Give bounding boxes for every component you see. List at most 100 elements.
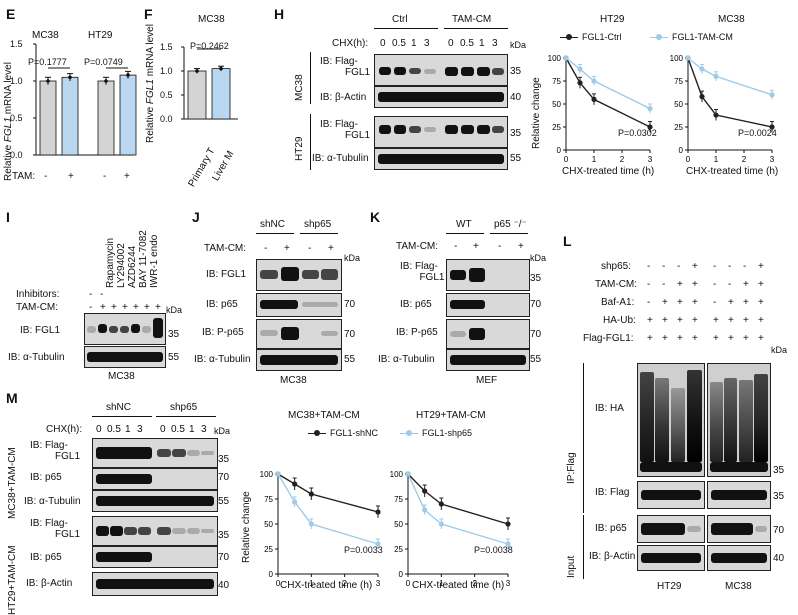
m-group-2: shp65 bbox=[170, 402, 198, 413]
j-sign-2: + bbox=[284, 243, 290, 254]
l-sign: + bbox=[713, 333, 719, 344]
band bbox=[640, 372, 654, 462]
m-tp-5: 0.5 bbox=[171, 424, 185, 435]
l-sign: + bbox=[692, 333, 698, 344]
band bbox=[424, 69, 436, 74]
h-tp-2: 1 bbox=[411, 38, 417, 49]
m-label-4: IB: Flag- FGL1 bbox=[30, 518, 81, 540]
series-line bbox=[407, 473, 509, 525]
i-blot-label-2: IB: α-Tubulin bbox=[8, 352, 65, 363]
band bbox=[755, 526, 767, 532]
x-tick-label: 3 bbox=[648, 155, 653, 164]
band bbox=[260, 270, 278, 279]
m-mw-2: 70 bbox=[218, 472, 230, 483]
e-sign-1: - bbox=[44, 171, 48, 182]
m-mw-5: 70 bbox=[218, 552, 230, 563]
m-blot-flag-mc38 bbox=[92, 438, 218, 468]
l-sign: + bbox=[758, 297, 764, 308]
i-cell: MC38 bbox=[108, 371, 135, 382]
band bbox=[687, 370, 702, 462]
j-label-4: IB: α-Tubulin bbox=[194, 354, 251, 365]
m-pvalue-1: P=0.0033 bbox=[344, 545, 383, 555]
e-sign-4: + bbox=[124, 171, 130, 182]
k-label-4: IB: α-Tubulin bbox=[378, 354, 435, 365]
panel-letter-k: K bbox=[370, 209, 381, 225]
data-point bbox=[769, 124, 775, 130]
band bbox=[96, 474, 152, 484]
band bbox=[96, 526, 109, 536]
l-sign: + bbox=[728, 333, 734, 344]
l-sign: + bbox=[677, 315, 683, 326]
x-tick-label: 2 bbox=[742, 155, 747, 164]
data-point bbox=[308, 491, 314, 497]
series-line bbox=[565, 57, 651, 128]
l-sign: + bbox=[713, 315, 719, 326]
m-tp-4: 0 bbox=[160, 424, 166, 435]
band bbox=[461, 125, 474, 134]
data-point bbox=[422, 488, 428, 494]
band bbox=[445, 67, 458, 76]
l-cell-mc38: MC38 bbox=[725, 581, 752, 592]
m-blot-actin-ht29 bbox=[92, 572, 218, 596]
l-sign: + bbox=[743, 297, 749, 308]
band bbox=[711, 523, 753, 535]
band bbox=[641, 490, 701, 500]
j-blot-p65 bbox=[256, 293, 342, 317]
k-sign-3: - bbox=[498, 241, 502, 252]
h-blot-actin bbox=[374, 86, 508, 108]
l-mw-ha: 35 bbox=[773, 465, 785, 476]
l-sign: - bbox=[647, 297, 651, 308]
k-mw-4: 55 bbox=[530, 354, 542, 365]
i-blot-label-1: IB: FGL1 bbox=[20, 325, 61, 336]
k-label-1: IB: Flag- FGL1 bbox=[400, 261, 445, 283]
l-sign: + bbox=[662, 297, 668, 308]
l-blot-ha-ht29 bbox=[637, 363, 705, 477]
k-sign-1: - bbox=[454, 241, 458, 252]
k-mw-1: 35 bbox=[530, 273, 542, 284]
l-label-flag: IB: Flag bbox=[595, 487, 630, 498]
panel-h: H Ctrl TAM-CM CHX(h): 0 0.5 1 3 0 0.5 1 … bbox=[272, 0, 532, 200]
l-sign: + bbox=[692, 315, 698, 326]
i-inh-sign-1: - bbox=[100, 289, 104, 300]
m-blot-p65-mc38 bbox=[92, 468, 218, 490]
band bbox=[394, 125, 406, 134]
band bbox=[187, 450, 200, 456]
l-sign: + bbox=[662, 333, 668, 344]
l-sign: - bbox=[728, 279, 732, 290]
y-tick-label: 25 bbox=[552, 123, 561, 132]
legend-marker-blue bbox=[656, 34, 662, 40]
m-legend-shnc: FGL1-shNC bbox=[330, 428, 379, 438]
e-bar-chart bbox=[33, 43, 137, 156]
l-blot-p65-ht29 bbox=[637, 515, 705, 543]
e-pvalue-2: P=0.0749 bbox=[84, 57, 123, 67]
band bbox=[711, 553, 767, 563]
h-mw-2: 40 bbox=[510, 92, 522, 103]
data-point bbox=[577, 80, 583, 86]
j-mw-2: 70 bbox=[344, 299, 356, 310]
y-tick-label: 0 bbox=[679, 146, 684, 155]
data-point bbox=[591, 96, 597, 102]
panel-letter-m: M bbox=[6, 390, 18, 406]
y-tick-label: 50 bbox=[394, 520, 403, 529]
m-tp-0: 0 bbox=[96, 424, 102, 435]
band bbox=[394, 67, 406, 75]
h-plot-ylabel: Relative change bbox=[531, 77, 542, 149]
f-ytick-3: 1.5 bbox=[160, 42, 173, 52]
band bbox=[492, 126, 504, 133]
bar bbox=[211, 68, 231, 120]
data-point bbox=[375, 509, 381, 515]
m-plot-ylabel: Relative change bbox=[241, 491, 252, 563]
series-line bbox=[565, 57, 651, 110]
l-sign: - bbox=[677, 261, 681, 272]
h-cell-ht29: HT29 bbox=[294, 136, 305, 161]
h-mw-4: 55 bbox=[510, 153, 522, 164]
l-mw-p65: 70 bbox=[773, 525, 785, 536]
l-row-label-0: shp65: bbox=[601, 261, 632, 272]
panel-m: M shNC shp65 CHX(h): 0 0.5 1 3 0 0.5 1 3… bbox=[0, 390, 240, 615]
e-pvalue-1: P=0.1777 bbox=[28, 57, 67, 67]
data-point bbox=[405, 471, 411, 477]
h-cell-mc38: MC38 bbox=[294, 74, 305, 101]
l-sign: + bbox=[662, 315, 668, 326]
band bbox=[711, 490, 767, 500]
y-tick-label: 100 bbox=[670, 54, 684, 63]
